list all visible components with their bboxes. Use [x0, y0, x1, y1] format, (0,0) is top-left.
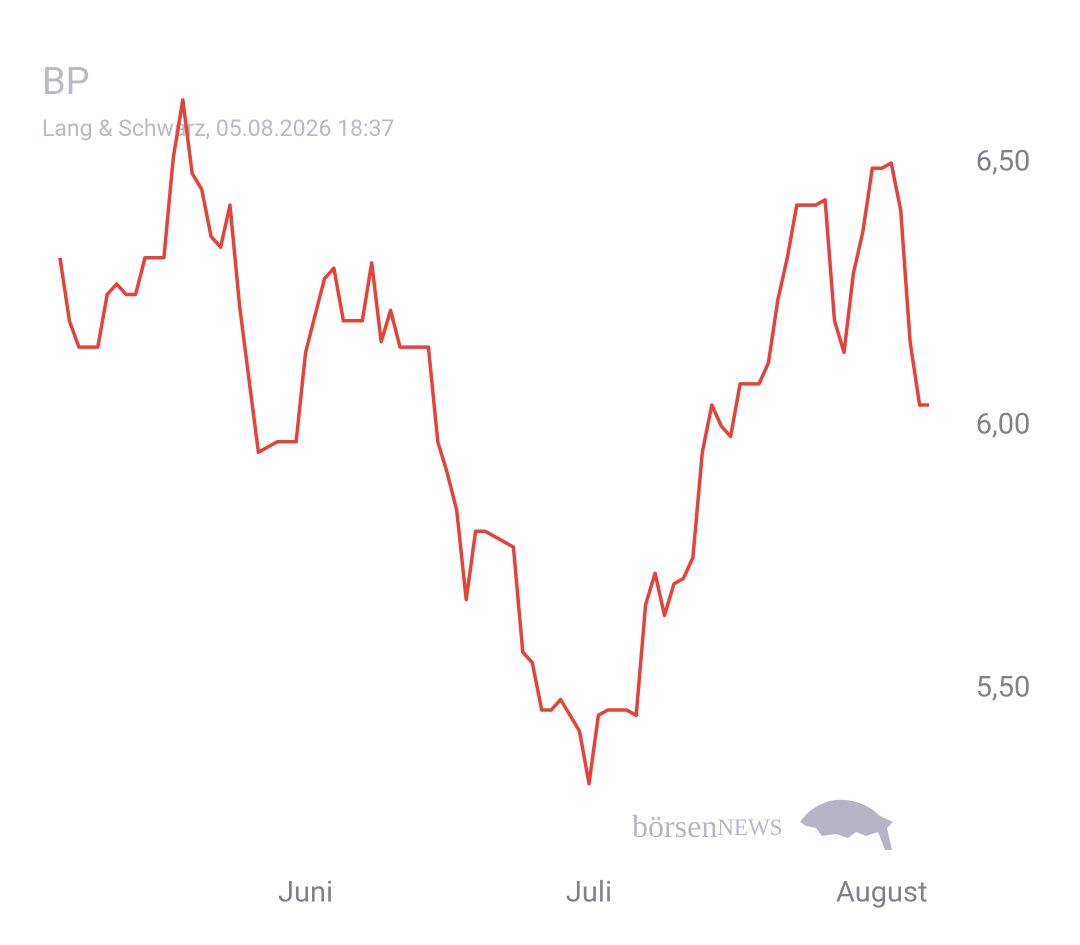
- price-line: [58, 98, 929, 786]
- watermark-suffix: NEWS: [717, 815, 782, 840]
- watermark-text: börsenNEWS: [632, 808, 782, 844]
- watermark: börsenNEWS: [632, 799, 893, 850]
- y-tick-label: 6,50: [976, 145, 1031, 179]
- y-tick-label: 5,50: [976, 671, 1031, 705]
- chart-subtitle: Lang & Schwarz, 05.08.2026 18:37: [42, 115, 394, 142]
- bull-icon: [800, 799, 893, 850]
- x-tick-label: August: [836, 876, 927, 910]
- watermark-brand: börsen: [632, 808, 717, 844]
- x-tick-label: Juni: [278, 876, 333, 910]
- chart-title: BP: [42, 60, 90, 104]
- x-tick-label: Juli: [566, 876, 612, 910]
- y-tick-label: 6,00: [976, 408, 1031, 442]
